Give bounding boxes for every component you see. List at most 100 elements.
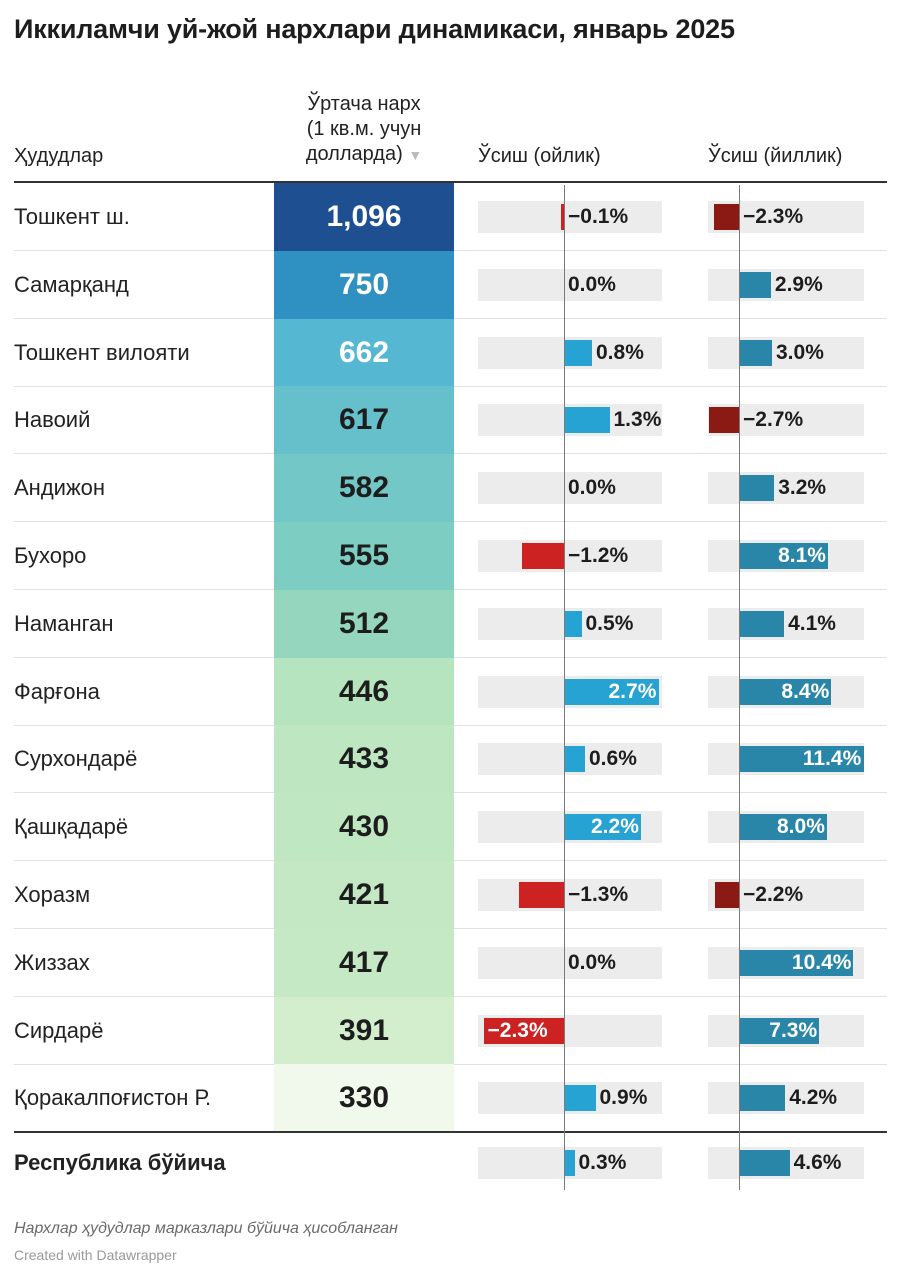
price-cell: 662 — [274, 318, 454, 387]
column-header-monthly[interactable]: Ўсиш (ойлик) — [478, 145, 601, 167]
yearly-zero-axis — [739, 185, 740, 1190]
yearly-growth-bar[interactable] — [739, 543, 829, 569]
yearly-growth-value-label: −2.7% — [743, 408, 804, 432]
region-name: Тошкент вилояти — [14, 339, 190, 365]
price-cell: 433 — [274, 725, 454, 794]
yearly-growth-value-label: 4.1% — [788, 611, 836, 635]
monthly-growth-bar[interactable] — [522, 543, 564, 569]
monthly-growth-value-label: 2.2% — [591, 815, 639, 839]
monthly-zero-axis — [564, 185, 565, 1190]
price-cell: 1,096 — [274, 183, 454, 251]
total-yearly-growth-value-label: 4.6% — [793, 1151, 842, 1174]
total-yearly-growth-bar[interactable] — [739, 1150, 790, 1176]
monthly-growth-value-label: 0.8% — [596, 340, 644, 364]
price-header-line-1: Ўртача нарх — [307, 93, 421, 115]
yearly-growth-bar[interactable] — [713, 204, 739, 230]
yearly-growth-value-label: 2.9% — [774, 272, 823, 296]
region-name: Фарғона — [14, 678, 100, 704]
price-cell: 391 — [274, 996, 454, 1065]
yearly-growth-value-label: 10.4% — [791, 950, 852, 974]
monthly-growth-bar-background — [478, 472, 662, 505]
sort-arrow-icon[interactable]: ▼ — [408, 147, 423, 163]
footer-credit[interactable]: Created with Datawrapper — [14, 1247, 177, 1263]
region-name: Андижон — [14, 475, 106, 501]
region-name: Сурхондарё — [14, 746, 138, 772]
yearly-growth-bar[interactable] — [709, 407, 739, 434]
monthly-growth-bar[interactable] — [483, 1017, 564, 1044]
yearly-growth-bar[interactable] — [714, 882, 739, 908]
yearly-growth-bar[interactable] — [739, 746, 865, 773]
yearly-growth-value-label: 4.2% — [789, 1086, 838, 1110]
monthly-growth-value-label: 0.9% — [599, 1086, 648, 1110]
yearly-growth-value-label: −2.3% — [743, 205, 804, 228]
yearly-growth-value-label: 11.4% — [802, 747, 862, 771]
monthly-growth-bar[interactable] — [560, 204, 564, 230]
monthly-growth-bar[interactable] — [564, 678, 659, 705]
region-name: Қоракалпоғистон Р. — [14, 1085, 212, 1111]
total-region-name: Республика бўйича — [14, 1150, 226, 1175]
total-monthly-growth-bar[interactable] — [564, 1150, 575, 1176]
table-row: Тошкент ш. 1,096 −0.1% −2.3% — [14, 183, 887, 251]
table-row: Наманган 512 0.5% 4.1% — [14, 589, 887, 658]
region-name: Хоразм — [14, 882, 91, 907]
monthly-growth-value-label: 0.5% — [585, 611, 634, 635]
monthly-growth-value-label: −2.3% — [487, 1018, 548, 1042]
yearly-growth-value-label: 3.2% — [778, 476, 827, 500]
yearly-growth-bar[interactable] — [739, 1017, 820, 1044]
price-cell: 417 — [274, 928, 454, 997]
footer-note: Нархлар ҳудудлар марказлари бўйича ҳисоб… — [14, 1220, 398, 1237]
monthly-growth-bar-background — [478, 268, 662, 301]
yearly-growth-value-label: 7.3% — [769, 1018, 818, 1042]
table-row: Фарғона 446 2.7% 8.4% — [14, 657, 887, 726]
yearly-growth-bar[interactable] — [739, 949, 854, 976]
monthly-growth-bar[interactable] — [564, 339, 592, 366]
yearly-growth-bar[interactable] — [739, 814, 827, 841]
region-name: Сирдарё — [14, 1017, 104, 1043]
table-row: Қоракалпоғистон Р. 330 0.9% 4.2% — [14, 1064, 887, 1133]
yearly-growth-bar-background — [708, 268, 864, 301]
yearly-growth-bar-background — [708, 472, 864, 505]
yearly-growth-bar-background — [708, 336, 864, 369]
monthly-growth-value-label: −1.2% — [568, 544, 629, 567]
region-name: Навоий — [14, 407, 91, 433]
total-rule — [14, 1131, 887, 1133]
table-row: Навоий 617 1.3% −2.7% — [14, 386, 887, 455]
monthly-growth-value-label: −0.1% — [568, 205, 629, 228]
price-cell: 421 — [274, 861, 454, 929]
column-header-price[interactable]: Ўртача нарх (1 кв.м. учун долларда) ▼ — [274, 92, 454, 168]
monthly-growth-bar[interactable] — [564, 746, 585, 773]
price-cell: 617 — [274, 386, 454, 455]
monthly-growth-bar[interactable] — [564, 610, 582, 637]
column-header-region[interactable]: Ҳудудлар — [14, 145, 104, 167]
yearly-growth-bar[interactable] — [739, 475, 775, 502]
yearly-growth-bar[interactable] — [739, 271, 771, 298]
monthly-growth-bar[interactable] — [564, 407, 610, 434]
table-row: Самарқанд 750 0.0% 2.9% — [14, 250, 887, 319]
column-header-yearly[interactable]: Ўсиш (йиллик) — [708, 145, 843, 167]
monthly-growth-bar[interactable] — [564, 1085, 596, 1112]
monthly-growth-value-label: 0.6% — [589, 747, 637, 771]
price-cell: 555 — [274, 522, 454, 590]
monthly-growth-value-label: 1.3% — [613, 408, 662, 432]
region-name: Наманган — [14, 610, 114, 636]
region-name: Самарқанд — [14, 271, 129, 297]
monthly-growth-value-label: 0.0% — [568, 272, 616, 296]
monthly-growth-bar[interactable] — [564, 814, 641, 841]
yearly-growth-bar[interactable] — [739, 339, 772, 366]
monthly-growth-value-label: −1.3% — [568, 883, 629, 906]
region-name: Бухоро — [14, 543, 87, 568]
region-name: Тошкент ш. — [14, 204, 130, 229]
monthly-growth-bar-background — [478, 201, 662, 233]
table-row: Тошкент вилояти 662 0.8% 3.0% — [14, 318, 887, 387]
yearly-growth-bar-background — [708, 607, 864, 640]
region-name: Жиззах — [14, 949, 90, 975]
monthly-growth-bar[interactable] — [518, 882, 564, 908]
yearly-growth-value-label: 8.0% — [777, 815, 825, 839]
price-cell: 430 — [274, 793, 454, 862]
yearly-growth-bar[interactable] — [739, 610, 785, 637]
yearly-growth-bar[interactable] — [739, 1085, 786, 1112]
monthly-growth-value-label: 0.0% — [568, 950, 616, 974]
yearly-growth-bar[interactable] — [739, 678, 832, 705]
region-name: Қашқадарё — [14, 814, 129, 840]
price-cell: 750 — [274, 250, 454, 319]
